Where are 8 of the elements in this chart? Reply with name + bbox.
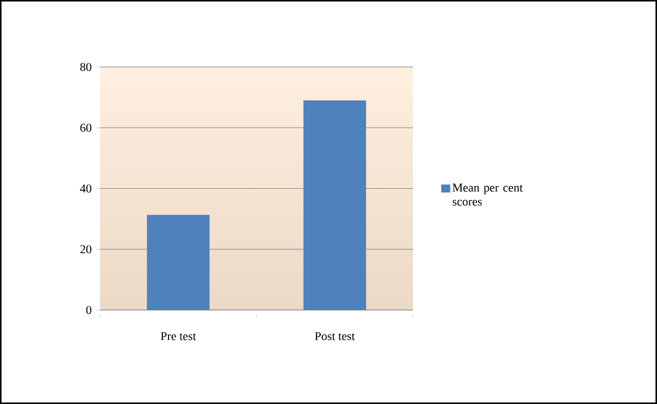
y-tick-label: 0 [86,306,92,314]
y-tick-label: 60 [80,124,92,132]
legend-label: Mean per cent scores [452,184,523,206]
x-tick-label: Post test [314,332,355,340]
y-tick-label: 80 [80,62,92,72]
y-tick-label: 40 [80,184,92,193]
y-tick-label: 20 [80,245,92,254]
x-tick-label: Pre test [160,332,196,340]
